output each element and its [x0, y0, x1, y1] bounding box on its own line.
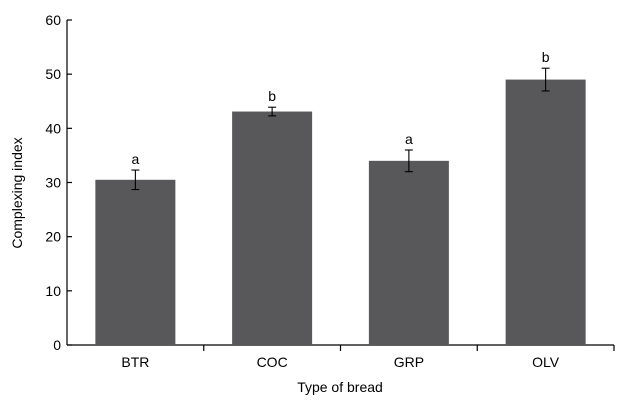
y-tick-label: 50	[45, 66, 61, 82]
y-tick-label: 20	[45, 229, 61, 245]
y-tick-label: 40	[45, 120, 61, 136]
x-tick-label: BTR	[121, 354, 149, 370]
significance-label: b	[268, 88, 276, 104]
x-tick-label: GRP	[394, 354, 424, 370]
bar-grp	[368, 160, 449, 345]
y-axis-title: Complexing index	[9, 137, 25, 248]
x-axis: BTR COC GRP OLV	[67, 344, 615, 370]
bar-coc	[232, 111, 313, 346]
y-tick-label: 10	[45, 283, 61, 299]
bar-btr	[95, 179, 176, 345]
bar-olv	[505, 79, 586, 345]
y-tick-label: 60	[45, 12, 61, 28]
x-tick-label: COC	[257, 354, 288, 370]
significance-label: a	[405, 131, 413, 147]
y-axis: 0 10 20 30 40 50 60	[45, 12, 72, 353]
bars: a b a b	[95, 49, 586, 346]
y-tick-label: 30	[45, 175, 61, 191]
y-tick-label: 0	[53, 337, 61, 353]
x-axis-title: Type of bread	[297, 379, 383, 395]
x-tick-label: OLV	[532, 354, 560, 370]
significance-label: a	[131, 151, 139, 167]
significance-label: b	[542, 49, 550, 65]
